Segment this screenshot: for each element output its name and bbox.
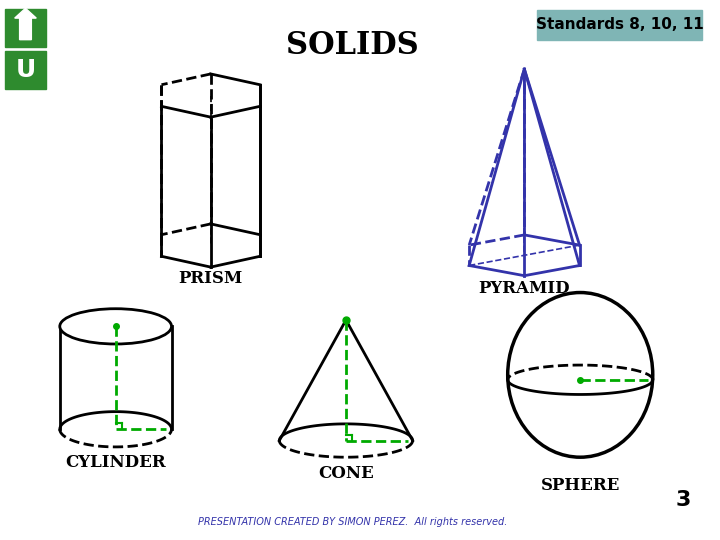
Text: U: U (15, 58, 35, 82)
Bar (537, 10, 702, 39)
Text: CYLINDER: CYLINDER (66, 454, 166, 471)
Text: PRESENTATION CREATED BY SIMON PEREZ.  All rights reserved.: PRESENTATION CREATED BY SIMON PEREZ. All… (198, 517, 508, 527)
Text: PYRAMID: PYRAMID (479, 280, 570, 297)
Ellipse shape (60, 309, 171, 344)
Text: PRISM: PRISM (179, 270, 243, 287)
Text: SPHERE: SPHERE (541, 477, 620, 494)
Text: 3: 3 (675, 490, 691, 510)
Bar (5, 9, 46, 46)
Bar (5, 51, 46, 89)
FancyArrow shape (14, 8, 36, 39)
Text: SOLIDS: SOLIDS (287, 30, 419, 61)
Text: Standards 8, 10, 11: Standards 8, 10, 11 (536, 17, 703, 32)
Ellipse shape (508, 293, 653, 457)
Text: CONE: CONE (318, 465, 374, 482)
